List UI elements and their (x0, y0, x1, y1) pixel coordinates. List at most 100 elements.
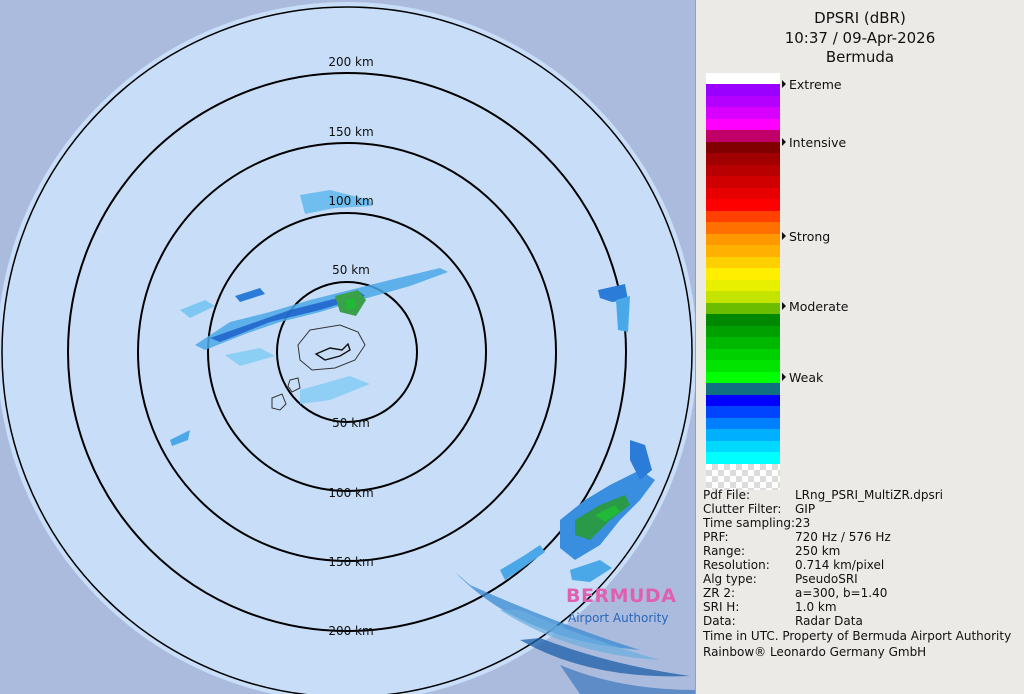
legend-swatch (706, 406, 780, 418)
ring-label-bottom-150: 150 km (328, 555, 373, 569)
footer-ownership: Time in UTC. Property of Bermuda Airport… (703, 629, 1012, 643)
location-title: Bermuda (825, 48, 895, 66)
ring-label-top-150: 150 km (328, 125, 373, 139)
meta-row: Pdf File: LRng_PSRI_MultiZR.dpsri (703, 488, 943, 502)
land-outline (271, 324, 366, 411)
legend-swatch (706, 187, 780, 199)
meta-value: Radar Data (795, 614, 863, 628)
legend-swatch (706, 256, 780, 268)
legend-label-intensive: Intensive (782, 135, 846, 150)
radar-map: 200 km 150 km 100 km 50 km 50 km 100 km … (0, 0, 695, 694)
meta-key: ZR 2: (703, 586, 736, 600)
pointer-icon (782, 232, 786, 240)
info-panel: DPSRI (dBR) 10:37 / 09-Apr-2026 Bermuda … (696, 0, 1024, 694)
meta-key: Range: (703, 544, 746, 558)
legend-swatch (706, 325, 780, 337)
meta-value: LRng_PSRI_MultiZR.dpsri (795, 488, 944, 502)
ring-label-bottom-100: 100 km (328, 486, 373, 500)
meta-key: Time sampling: (703, 516, 796, 530)
legend-swatch (706, 73, 780, 84)
legend-swatch (706, 268, 780, 280)
legend-swatch (706, 107, 780, 119)
legend-swatch (706, 118, 780, 130)
meta-row: Range: 250 km (703, 544, 840, 558)
radar-display: 200 km 150 km 100 km 50 km 50 km 100 km … (0, 2, 695, 694)
legend-swatch (706, 371, 780, 383)
legend-label-moderate: Moderate (782, 299, 848, 314)
meta-key: Pdf File: (703, 488, 751, 502)
legend-swatch (706, 176, 780, 188)
legend-swatch (706, 291, 780, 303)
legend-swatch (706, 348, 780, 360)
legend-label-strong-text: Strong (789, 229, 831, 244)
product-title: DPSRI (dBR) (814, 9, 906, 27)
meta-value: GIP (795, 502, 816, 516)
meta-value: 250 km (795, 544, 841, 558)
legend-swatch (706, 95, 780, 107)
bermuda-airport-authority-logo (455, 572, 695, 694)
meta-value: 1.0 km (795, 600, 837, 614)
legend-label-weak-text: Weak (789, 370, 824, 385)
logo-subtitle-text: Airport Authority (568, 611, 669, 625)
footer-software: Rainbow® Leonardo Germany GmbH (703, 645, 927, 659)
pointer-icon (782, 373, 786, 381)
pointer-icon (782, 80, 786, 88)
range-ring-200km (67, 72, 627, 632)
legend-swatch (706, 164, 780, 176)
legend-swatch (706, 314, 780, 326)
legend-label-extreme-text: Extreme (789, 77, 842, 92)
pointer-icon (782, 138, 786, 146)
legend-swatch (706, 130, 780, 142)
legend-swatch (706, 233, 780, 245)
legend-label-intensive-text: Intensive (789, 135, 847, 150)
ring-label-bottom-50: 50 km (332, 416, 370, 430)
range-ring-50km (276, 281, 418, 423)
legend-swatch (706, 222, 780, 234)
meta-row: SRI H: 1.0 km (703, 600, 837, 614)
panel-divider (695, 0, 696, 694)
meta-row: Time sampling:23 (703, 516, 810, 530)
meta-row: Data: Radar Data (703, 614, 863, 628)
legend-label-extreme: Extreme (782, 77, 842, 92)
meta-row: Resolution: 0.714 km/pixel (703, 558, 884, 572)
legend-swatch (706, 394, 780, 406)
range-ring-100km (207, 212, 487, 492)
meta-key: Clutter Filter: (703, 502, 782, 516)
legend-swatch (706, 429, 780, 441)
legend-swatch (706, 360, 780, 372)
meta-value: PseudoSRI (795, 572, 858, 586)
legend-swatch (706, 279, 780, 291)
legend-no-data-swatch (706, 463, 780, 490)
legend-label-strong: Strong (782, 229, 830, 244)
meta-key: PRF: (703, 530, 729, 544)
legend-swatch (706, 84, 780, 96)
legend-swatch (706, 337, 780, 349)
legend-swatch (706, 452, 780, 464)
meta-value: 23 (795, 516, 811, 530)
datetime-title: 10:37 / 09-Apr-2026 (784, 29, 936, 47)
ring-label-bottom-200: 200 km (328, 624, 373, 638)
range-ring-150km (137, 142, 557, 562)
ring-label-top-50: 50 km (332, 263, 370, 277)
legend-swatch (706, 210, 780, 222)
legend-swatch (706, 417, 780, 429)
meta-value: a=300, b=1.40 (795, 586, 888, 600)
legend-swatch (706, 302, 780, 314)
legend-swatch (706, 245, 780, 257)
meta-key: Data: (703, 614, 736, 628)
meta-row: Clutter Filter: GIP (703, 502, 815, 516)
meta-key: Alg type: (703, 572, 757, 586)
meta-key: SRI H: (703, 600, 740, 614)
meta-key: Resolution: (703, 558, 770, 572)
legend-label-moderate-text: Moderate (789, 299, 849, 314)
radar-coverage-area (0, 2, 695, 694)
meta-row: Alg type: PseudoSRI (703, 572, 858, 586)
legend-swatch (706, 383, 780, 395)
meta-row: PRF: 720 Hz / 576 Hz (703, 530, 891, 544)
legend-label-weak: Weak (782, 370, 823, 385)
meta-value: 0.714 km/pixel (795, 558, 885, 572)
color-legend (706, 73, 780, 490)
meta-row: ZR 2: a=300, b=1.40 (703, 586, 887, 600)
ring-label-top-100: 100 km (328, 194, 373, 208)
logo-brand-text: BERMUDA (566, 585, 677, 607)
